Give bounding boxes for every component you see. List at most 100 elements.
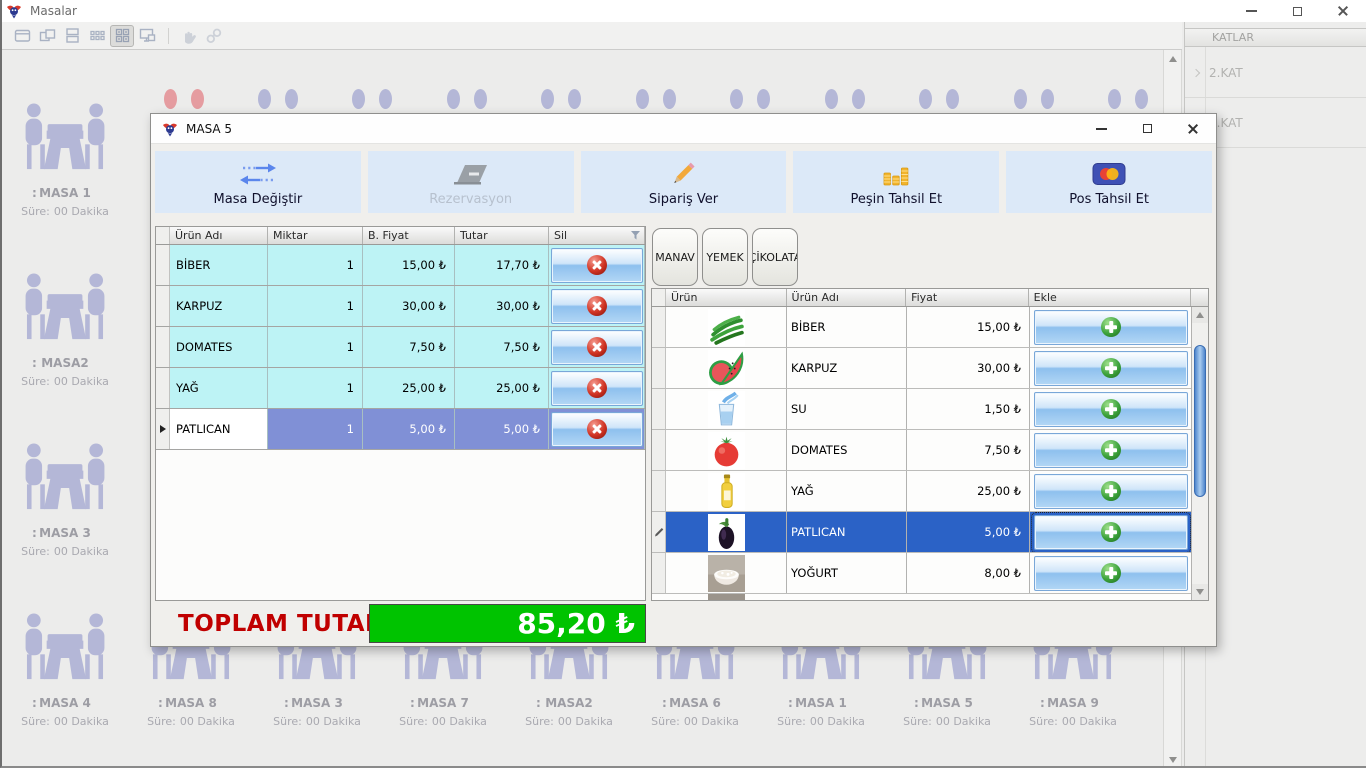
order-row[interactable]: BİBER 1 15,00 ₺ 17,70 ₺ — [156, 245, 645, 286]
product-name: SU — [787, 389, 907, 429]
dialog-maximize-button[interactable] — [1124, 114, 1170, 143]
table-tile[interactable]: : MASA 3 Süre: 00 Dakika — [269, 608, 365, 728]
delete-button[interactable] — [550, 370, 643, 406]
column-header[interactable]: Sil — [549, 227, 645, 244]
add-button[interactable] — [1034, 391, 1188, 427]
place-order-button[interactable]: Sipariş Ver — [580, 151, 787, 213]
monitor-window-icon[interactable] — [135, 25, 159, 47]
table-tile[interactable]: : MASA 5 Süre: 00 Dakika — [899, 608, 995, 728]
delete-button[interactable] — [550, 411, 643, 447]
table-icon — [21, 98, 109, 176]
product-grid-scrollbar[interactable] — [1191, 307, 1208, 600]
column-header[interactable]: Tutar — [455, 227, 549, 244]
order-unit-price: 25,00 ₺ — [363, 368, 455, 408]
table-tile[interactable]: : MASA 9 Süre: 00 Dakika — [1025, 608, 1121, 728]
maximize-button[interactable] — [1274, 0, 1320, 22]
add-button[interactable] — [1034, 432, 1188, 468]
scroll-down-arrow[interactable] — [1192, 584, 1208, 600]
category-button-manav[interactable]: MANAV — [652, 228, 698, 286]
table-heads-partial — [251, 89, 305, 111]
add-button[interactable] — [1031, 512, 1191, 552]
floor-item-1kat[interactable]: 1.KAT — [1185, 98, 1366, 148]
row-indicator — [652, 348, 666, 388]
table-tile[interactable]: : MASA2 Süre: 00 Dakika — [521, 608, 617, 728]
add-plus-icon — [1101, 522, 1121, 542]
add-button[interactable] — [1034, 473, 1188, 509]
minimize-icon — [1095, 127, 1107, 130]
order-row[interactable]: KARPUZ 1 30,00 ₺ 30,00 ₺ — [156, 286, 645, 327]
pan-hand-icon[interactable] — [177, 25, 201, 47]
category-button-yemek[interactable]: YEMEK — [702, 228, 748, 286]
product-name: YOĞURT — [787, 553, 907, 593]
cascade-windows-icon[interactable] — [35, 25, 59, 47]
table-tile[interactable]: : MASA 1 Süre: 00 Dakika — [773, 608, 869, 728]
order-row[interactable]: DOMATES 1 7,50 ₺ 7,50 ₺ — [156, 327, 645, 368]
table-heads-partial-occupied — [157, 89, 211, 111]
table-label-prefix: : — [32, 696, 37, 710]
delete-x-icon — [586, 378, 607, 398]
column-header[interactable]: Ekle — [1029, 289, 1192, 306]
tile-horizontal-icon[interactable] — [60, 25, 84, 47]
row-indicator — [652, 307, 666, 347]
water-glass-image — [707, 390, 745, 428]
cash-payment-button[interactable]: Peşin Tahsil Et — [793, 151, 1000, 213]
category-button-cikolata[interactable]: ÇİKOLATA — [752, 228, 798, 286]
product-row[interactable]: YAĞ 25,00 ₺ — [652, 471, 1208, 512]
add-button[interactable] — [1034, 350, 1188, 386]
cash-coins-icon — [881, 156, 911, 192]
delete-button[interactable] — [550, 247, 643, 283]
add-button[interactable] — [1034, 555, 1188, 591]
filter-icon[interactable] — [631, 231, 640, 240]
product-image-cell — [666, 553, 787, 593]
column-header[interactable]: Miktar — [268, 227, 363, 244]
duration-label: Süre: — [903, 715, 932, 728]
delete-button[interactable] — [550, 329, 643, 365]
duration-value: 00 Dakika — [53, 715, 109, 728]
table-tile[interactable]: : MASA 8 Süre: 00 Dakika — [143, 608, 239, 728]
column-header[interactable]: Fiyat — [906, 289, 1029, 306]
table-tile-masa1[interactable]: : MASA 1 Süre: 00 Dakika — [17, 98, 113, 218]
large-grid-icon[interactable] — [110, 24, 134, 47]
link-icon[interactable] — [202, 25, 226, 47]
product-row[interactable]: YOĞURT 8,00 ₺ — [652, 553, 1208, 594]
delete-button[interactable] — [550, 288, 643, 324]
order-row-selected[interactable]: PATLICAN 1 5,00 ₺ 5,00 ₺ — [156, 409, 645, 450]
table-label-prefix: : — [158, 696, 163, 710]
change-table-button[interactable]: Masa Değiştir — [155, 151, 361, 213]
product-image-cell — [666, 512, 787, 552]
close-icon — [1187, 123, 1199, 135]
product-row-selected[interactable]: PATLICAN 5,00 ₺ — [652, 512, 1208, 553]
dialog-minimize-button[interactable] — [1078, 114, 1124, 143]
column-header[interactable]: Ürün Adı — [787, 289, 907, 306]
close-button[interactable] — [1320, 0, 1366, 22]
scrollbar-thumb[interactable] — [1194, 345, 1206, 497]
product-row[interactable]: SU 1,50 ₺ — [652, 389, 1208, 430]
add-plus-icon — [1101, 317, 1121, 337]
reservation-button[interactable]: Rezervasyon — [367, 151, 574, 213]
column-header[interactable]: B. Fiyat — [363, 227, 455, 244]
order-row[interactable]: YAĞ 1 25,00 ₺ 25,00 ₺ — [156, 368, 645, 409]
product-row[interactable]: BİBER 15,00 ₺ — [652, 307, 1208, 348]
product-image-cell — [666, 307, 787, 347]
scroll-up-arrow[interactable] — [1192, 307, 1208, 323]
pos-payment-button[interactable]: Pos Tahsil Et — [1006, 151, 1212, 213]
scroll-up-arrow[interactable] — [1164, 50, 1181, 67]
minimize-button[interactable] — [1228, 0, 1274, 22]
product-row[interactable]: KARPUZ 30,00 ₺ — [652, 348, 1208, 389]
floor-item-2kat[interactable]: 2.KAT — [1185, 48, 1366, 98]
dialog-titlebar: MASA 5 — [151, 114, 1216, 144]
product-price: 5,00 ₺ — [907, 512, 1030, 552]
single-window-icon[interactable] — [10, 25, 34, 47]
column-header[interactable]: Ürün Adı — [170, 227, 268, 244]
column-header[interactable]: Ürün — [666, 289, 787, 306]
table-tile[interactable]: : MASA 4 Süre: 00 Dakika — [17, 608, 113, 728]
table-tile-masa2[interactable]: : MASA2 Süre: 00 Dakika — [17, 268, 113, 388]
small-grid-icon[interactable] — [85, 25, 109, 47]
table-tile-masa3[interactable]: : MASA 3 Süre: 00 Dakika — [17, 438, 113, 558]
dialog-close-button[interactable] — [1170, 114, 1216, 143]
product-row[interactable]: DOMATES 7,50 ₺ — [652, 430, 1208, 471]
table-tile[interactable]: : MASA 7 Süre: 00 Dakika — [395, 608, 491, 728]
scroll-down-arrow[interactable] — [1164, 751, 1181, 768]
add-button[interactable] — [1034, 309, 1188, 345]
table-tile[interactable]: : MASA 6 Süre: 00 Dakika — [647, 608, 743, 728]
